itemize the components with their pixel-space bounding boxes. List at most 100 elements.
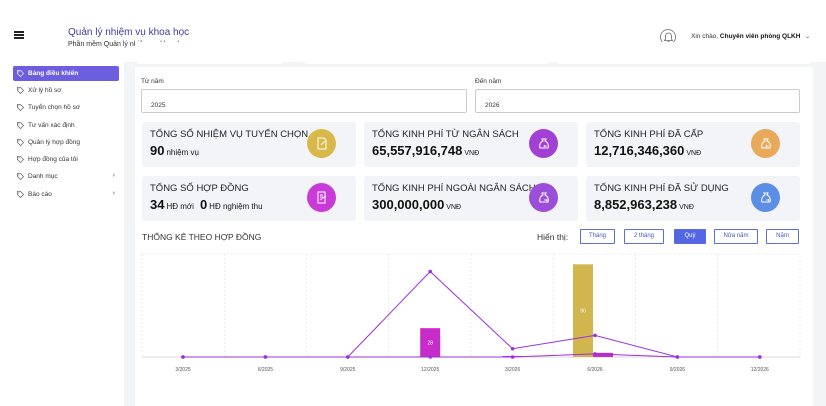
stat-card: Tổng số hợp đồng 34 HĐ mới 0 HĐ nghiệm thu xyxy=(142,176,356,221)
chart-x-tick-label: 3/2025 xyxy=(175,367,191,373)
stat-value: 65,557,916,748 xyxy=(372,143,463,158)
chart-point xyxy=(263,355,268,359)
stat-card: Tổng kinh phí từ ngân sách 65,557,916,748… xyxy=(364,122,578,167)
sidebar-item-2[interactable]: Tuyển chọn hồ sơ xyxy=(13,100,119,115)
top-card-right xyxy=(556,42,813,64)
hamburger-menu-icon[interactable] xyxy=(14,31,24,39)
sidebar-item-1[interactable]: Xử lý hồ sơ xyxy=(13,83,119,98)
sidebar-item-label: Báo cáo xyxy=(28,191,52,198)
stat-value-2: 0 xyxy=(199,197,208,212)
period-button-4[interactable]: Năm xyxy=(766,229,799,244)
chart-bar xyxy=(573,264,593,357)
stat-value-row: 65,557,916,748 VNĐ xyxy=(372,143,479,158)
sidebar-item-label: Danh mục xyxy=(28,173,58,180)
chart-bar-label: 28 xyxy=(427,341,433,347)
stat-value-row: 34 HĐ mới 0 HĐ nghiệm thu xyxy=(150,197,269,212)
stat-unit: VNĐ xyxy=(679,204,694,211)
stat-label: Tổng kinh phí ngoài ngân sách xyxy=(372,183,536,194)
sidebar-item-0[interactable]: Bảng điều khiển xyxy=(13,66,119,81)
stat-value-row: 8,852,963,238 VNĐ xyxy=(594,197,694,212)
chart-point xyxy=(428,269,433,274)
sidebar-item-5[interactable]: Hợp đồng của tôi xyxy=(13,152,119,167)
chart-point xyxy=(181,355,185,359)
chart-point xyxy=(346,355,350,359)
stat-unit: VNĐ xyxy=(464,150,480,157)
stat-unit-2: HĐ nghiệm thu xyxy=(209,202,263,211)
to-year-input[interactable] xyxy=(475,89,800,113)
from-year-label: Từ năm xyxy=(141,78,164,85)
chart-x-tick-label: 6/2025 xyxy=(258,367,274,373)
tag-icon xyxy=(17,173,24,180)
period-button-3[interactable]: Nửa năm xyxy=(714,229,758,244)
period-button-1[interactable]: 2 tháng xyxy=(624,229,664,244)
chevron-right-icon: › xyxy=(112,172,115,179)
chart-title: Thống kê theo hợp đồng xyxy=(142,232,262,242)
user-name: Chuyên viên phòng QLKH xyxy=(719,33,801,40)
chevron-down-icon: ⌄ xyxy=(805,34,811,40)
sidebar-item-label: Xử lý hồ sơ xyxy=(28,87,62,94)
stat-label: Tổng kinh phí đã sử dụng xyxy=(594,183,729,194)
sidebar-item-label: Tư vấn xác định xyxy=(28,122,75,129)
chart-x-tick-label: 9/2025 xyxy=(340,367,356,373)
stat-card: Tổng số nhiệm vụ tuyển chọn 90 nhiệm vụ xyxy=(142,122,356,167)
stat-card: Tổng kinh phí đã sử dụng 8,852,963,238 VNĐ xyxy=(586,176,800,221)
stat-value: 8,852,963,238 xyxy=(594,197,678,212)
period-button-0[interactable]: Tháng xyxy=(580,229,615,244)
chart-point xyxy=(675,355,680,359)
chart-grid-frame xyxy=(141,253,801,358)
stat-label: Tổng số nhiệm vụ tuyển chọn xyxy=(150,129,309,140)
stat-value-row: 90 nhiệm vụ xyxy=(150,143,205,158)
display-filter-label: Hiển thị: xyxy=(537,232,569,242)
money-bag-in-icon xyxy=(529,129,558,158)
sidebar xyxy=(0,62,124,406)
stat-value: 12,716,346,360 xyxy=(594,143,685,158)
stat-card: Tổng kinh phí đã cấp 12,716,346,360 VNĐ xyxy=(586,122,800,167)
tag-icon xyxy=(17,70,24,77)
sidebar-item-label: Hợp đồng của tôi xyxy=(28,156,78,163)
chart-series-line xyxy=(183,353,760,358)
chart-series-line xyxy=(183,270,760,358)
chart-x-tick-label: 12/2026 xyxy=(751,367,769,373)
to-year-label: Đến năm xyxy=(475,78,502,85)
stat-value: 300,000,000 xyxy=(372,197,445,212)
stat-unit: VNĐ xyxy=(446,204,462,211)
tag-icon xyxy=(17,139,24,146)
chart-point xyxy=(510,355,515,359)
money-bag-out-icon xyxy=(751,183,780,212)
user-menu[interactable]: Xin chào, Chuyên viên phòng QLKH ⌄ xyxy=(691,33,810,40)
app-title: Quản lý nhiệm vụ khoa học xyxy=(68,27,190,38)
chart-bar xyxy=(593,352,613,357)
sidebar-item-6[interactable]: Danh mục › xyxy=(13,169,119,184)
money-bag-out-icon xyxy=(529,183,558,212)
chart-x-tick-label: 9/2026 xyxy=(670,367,686,373)
top-card-left xyxy=(135,42,285,64)
tag-icon xyxy=(17,156,24,163)
tag-icon xyxy=(17,191,24,198)
app-subtitle: Phần mềm Quản lý nhiệm vụ khoa học xyxy=(68,41,189,48)
chart-x-tick-label: 3/2026 xyxy=(505,367,521,373)
greeting-prefix: Xin chào, xyxy=(691,33,719,40)
sidebar-item-label: Quản lý hợp đồng xyxy=(28,139,80,146)
stat-label: Tổng số hợp đồng xyxy=(150,183,249,194)
tag-icon xyxy=(17,122,24,129)
tag-icon xyxy=(17,104,24,111)
chart-bar-label: 90 xyxy=(580,309,586,315)
from-year-input[interactable] xyxy=(141,89,467,113)
stat-label: Tổng kinh phí từ ngân sách xyxy=(372,129,519,140)
stat-value-row: 12,716,346,360 VNĐ xyxy=(594,143,701,158)
stat-value: 34 xyxy=(150,197,165,212)
document-edit-icon xyxy=(307,129,336,158)
sidebar-item-4[interactable]: Quản lý hợp đồng xyxy=(13,135,119,150)
period-button-2[interactable]: Quý xyxy=(674,229,706,244)
chart-point xyxy=(510,346,515,351)
contract-icon xyxy=(307,183,336,212)
stat-label: Tổng kinh phí đã cấp xyxy=(594,129,704,140)
stat-unit: nhiệm vụ xyxy=(166,148,199,157)
stat-value-row: 300,000,000 VNĐ xyxy=(372,197,461,212)
stat-unit: HĐ mới xyxy=(166,202,194,211)
sidebar-item-label: Tuyển chọn hồ sơ xyxy=(28,104,81,111)
sidebar-item-3[interactable]: Tư vấn xác định xyxy=(13,118,119,133)
sidebar-item-label: Bảng điều khiển xyxy=(28,70,79,77)
sidebar-item-7[interactable]: Báo cáo › xyxy=(13,187,119,202)
